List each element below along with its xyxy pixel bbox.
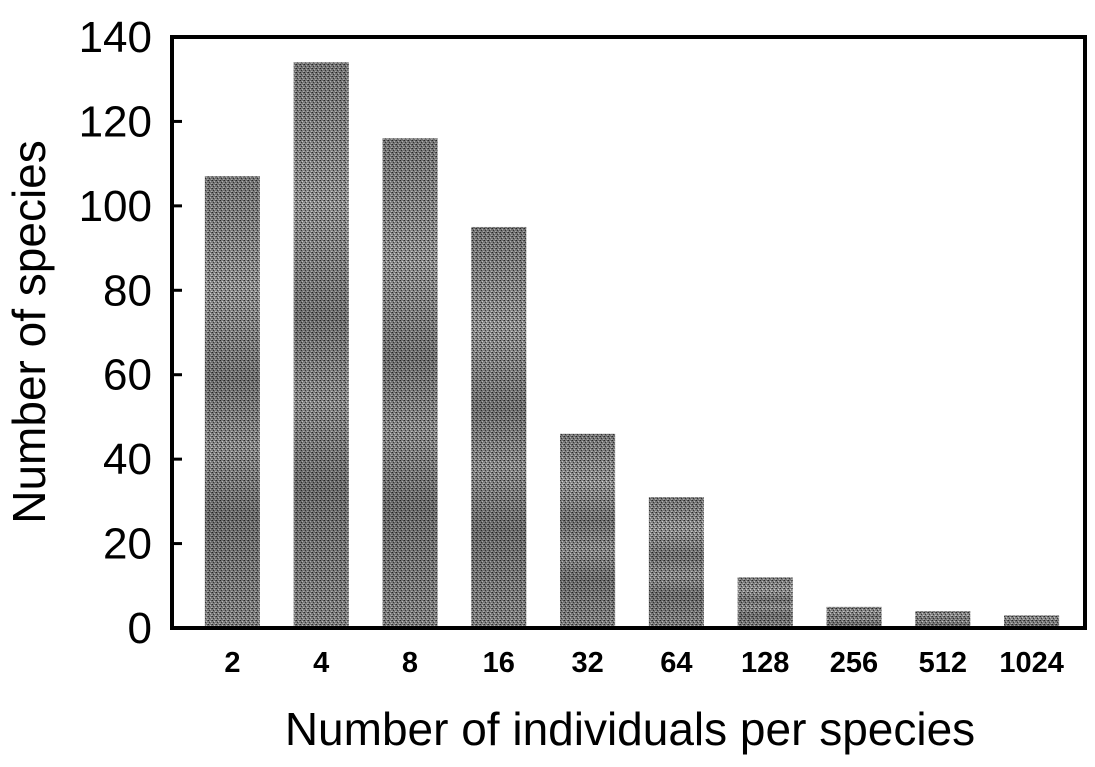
y-tick-label-0: 0: [128, 604, 152, 653]
x-tick-label-2: 2: [224, 647, 240, 679]
bar-shade-1024: [1004, 615, 1060, 628]
plot-frame: [170, 35, 1087, 630]
y-axis-ticks: [172, 35, 182, 630]
y-axis-title: Number of species: [3, 140, 55, 524]
x-tick-label-8: 8: [402, 647, 418, 679]
bar-shade-32: [560, 433, 616, 628]
y-tick-label-60: 60: [103, 351, 152, 400]
x-tick-label-64: 64: [660, 647, 692, 679]
bar-shade-2: [204, 176, 260, 629]
y-tick-label-140: 140: [79, 13, 152, 62]
bar-shade-8: [382, 138, 438, 629]
bars-group: [204, 62, 1060, 629]
y-tick-label-40: 40: [103, 435, 152, 484]
x-axis-title: Number of individuals per species: [285, 703, 975, 755]
y-tick-label-100: 100: [79, 182, 152, 231]
y-axis-tick-labels: 0 20 40 60 80 100 120 140: [79, 13, 152, 653]
y-tick-label-120: 120: [79, 97, 152, 146]
bar-shade-16: [471, 226, 527, 628]
bar-shade-4: [293, 62, 349, 629]
bar-shade-128: [737, 577, 793, 628]
x-tick-label-256: 256: [830, 647, 878, 679]
bar-shade-64: [648, 497, 704, 628]
x-tick-label-4: 4: [313, 647, 329, 679]
bar-shade-512: [915, 611, 971, 628]
y-tick-label-20: 20: [103, 520, 152, 569]
x-tick-label-1024: 1024: [999, 647, 1064, 679]
bar-shade-256: [826, 606, 882, 628]
y-tick-label-80: 80: [103, 266, 152, 315]
x-tick-label-128: 128: [741, 647, 789, 679]
x-tick-label-16: 16: [483, 647, 515, 679]
x-axis-tick-labels: 2 4 8 16 32 64 128 256 512 1024: [224, 647, 1064, 679]
x-tick-label-32: 32: [571, 647, 603, 679]
x-tick-label-512: 512: [919, 647, 967, 679]
